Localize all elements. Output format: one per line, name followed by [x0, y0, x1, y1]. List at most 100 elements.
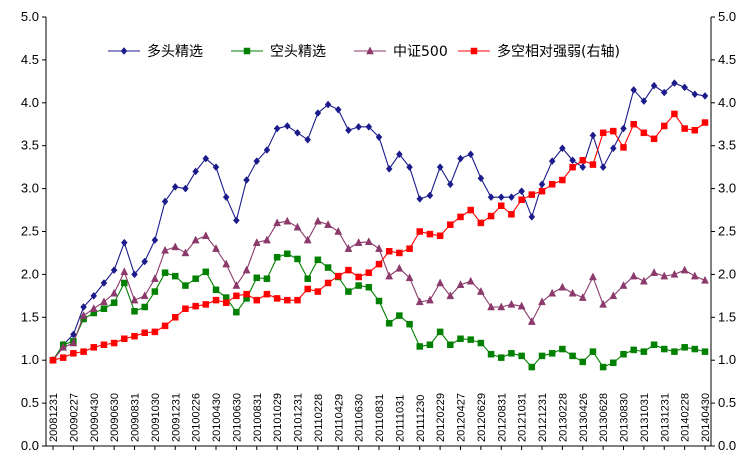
left-y-tick-label: 0.0 [21, 438, 39, 453]
data-point [487, 302, 495, 311]
data-point [406, 320, 413, 328]
right-y-tick-label: 2.0 [718, 266, 736, 281]
data-point [426, 341, 434, 349]
data-point [630, 121, 637, 128]
data-point [202, 268, 210, 276]
data-point [130, 295, 139, 304]
data-point [650, 268, 658, 276]
legend-label: 空头精选 [270, 44, 326, 60]
data-point [110, 339, 118, 347]
data-point [161, 322, 169, 330]
data-point [630, 86, 638, 94]
data-point [120, 267, 129, 276]
data-point [364, 237, 373, 246]
series-0 [49, 79, 709, 365]
x-tick-label: 20111230 [415, 395, 427, 442]
data-point [284, 296, 291, 304]
data-point [70, 350, 77, 357]
data-point [680, 265, 689, 274]
data-point [620, 144, 627, 151]
data-point [355, 282, 362, 289]
data-point [100, 279, 108, 287]
data-point [192, 302, 199, 310]
data-point [100, 297, 108, 306]
right-y-tick-label: 3.0 [718, 181, 736, 196]
data-point [701, 348, 709, 355]
left-y-tick-label: 3.5 [21, 138, 39, 153]
data-point [375, 244, 383, 252]
data-point [345, 126, 352, 135]
x-tick-label: 20120427 [456, 393, 468, 442]
data-point [222, 193, 230, 202]
x-tick-label: 20111031 [394, 395, 406, 442]
data-point [354, 238, 363, 246]
data-point [334, 105, 342, 114]
data-point [487, 212, 495, 220]
data-point [100, 305, 108, 312]
data-point [457, 335, 464, 342]
data-point [192, 275, 199, 282]
data-point [527, 317, 536, 325]
data-point [110, 266, 118, 274]
data-point [630, 346, 637, 354]
data-point [131, 270, 138, 279]
data-point [171, 182, 179, 191]
right-y-tick-label: 2.5 [718, 224, 736, 239]
data-point [49, 356, 57, 364]
x-tick-label: 20101231 [293, 393, 305, 442]
legend-label: 多头精选 [147, 43, 203, 60]
right-y-tick-label: 0.5 [718, 395, 736, 410]
data-point [59, 342, 68, 351]
series-line [52, 253, 706, 368]
x-tick-label: 20091030 [150, 393, 162, 442]
left-y-tick-label: 3.0 [21, 181, 39, 196]
data-point [222, 299, 230, 306]
data-point [395, 263, 404, 272]
data-point [151, 328, 159, 336]
right-y-tick-label: 1.0 [718, 352, 736, 367]
data-point [141, 329, 148, 336]
data-point [671, 110, 678, 118]
data-point [202, 154, 210, 163]
data-point [172, 272, 179, 280]
data-point [324, 100, 332, 109]
data-point [161, 269, 169, 276]
data-point [518, 196, 525, 204]
data-point [212, 286, 220, 294]
data-point [559, 345, 566, 353]
x-tick-label: 20130228 [557, 393, 569, 442]
data-point [559, 144, 566, 153]
data-point [538, 352, 546, 360]
data-point [416, 228, 423, 235]
series-line [52, 82, 706, 361]
data-point [477, 174, 485, 183]
data-point [589, 272, 597, 281]
data-point [212, 163, 220, 172]
data-point [334, 226, 343, 235]
x-tick-label: 20110429 [333, 394, 345, 442]
data-point [548, 181, 556, 188]
data-point [650, 135, 658, 143]
data-point [375, 260, 383, 268]
data-point [660, 88, 668, 97]
left-y-tick-label: 0.5 [21, 395, 39, 410]
x-tick-label: 20101029 [272, 393, 284, 442]
data-point [233, 216, 240, 225]
x-tick-label: 20081231 [48, 393, 60, 442]
data-point [609, 144, 617, 153]
data-point [589, 348, 597, 355]
left-y-tick-label: 1.5 [21, 309, 39, 324]
x-tick-label: 20090227 [68, 393, 80, 442]
data-point [599, 363, 607, 371]
data-point [284, 250, 291, 258]
data-point [457, 154, 464, 163]
series-3 [49, 110, 709, 364]
data-point [487, 193, 495, 202]
x-tick-label: 20100630 [231, 393, 243, 442]
data-point [528, 191, 536, 198]
data-point [599, 163, 607, 172]
data-point [243, 290, 250, 298]
series-2 [49, 216, 709, 364]
left-y-tick-label: 1.0 [21, 352, 39, 367]
data-point [294, 255, 301, 263]
